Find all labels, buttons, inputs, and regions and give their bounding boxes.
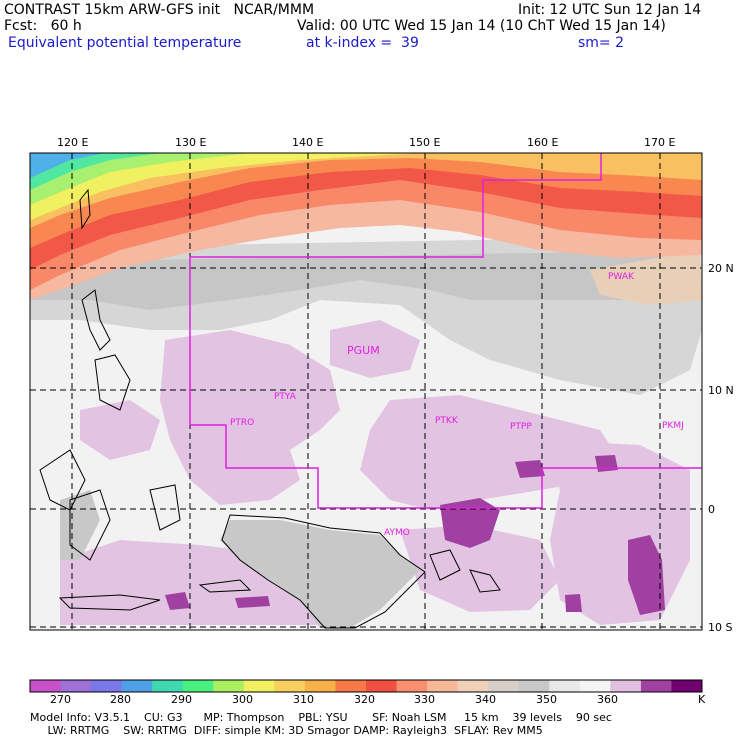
forecast-hour: Fcst: 60 h [4,18,82,34]
colorbar-swatch [60,680,92,692]
lat-label-0: 0 [708,503,715,516]
colorbar-label: 330 [414,693,435,706]
colorbar-label: 300 [232,693,253,706]
colorbar [29,679,703,693]
colorbar-label: 320 [354,693,375,706]
colorbar-swatch [396,680,428,692]
colorbar-swatch [182,680,214,692]
lon-label-150: 150 E [409,136,441,149]
colorbar-label: 340 [475,693,496,706]
station-label: AYMO [384,528,410,538]
smoothing-label: sm= 2 [578,35,625,51]
colorbar-swatch [610,680,642,692]
station-label: PGUM [347,344,380,357]
colorbar-swatch [366,680,398,692]
colorbar-swatch [304,680,336,692]
field-name: Equivalent potential temperature [8,35,242,51]
colorbar-swatch [274,680,306,692]
lon-label-120: 120 E [57,136,89,149]
colorbar-unit: K [698,693,706,706]
colorbar-swatch [488,680,520,692]
colorbar-swatch [30,680,62,692]
init-time: Init: 12 UTC Sun 12 Jan 14 [518,2,702,18]
model-info-line-2: LW: RRTMG SW: RRTMG DIFF: simple KM: 3D … [30,724,543,737]
colorbar-swatch [152,680,184,692]
lat-label-10n: 10 N [708,384,734,397]
colorbar-swatch [243,680,275,692]
colorbar-swatch [91,680,123,692]
lon-label-160: 160 E [527,136,559,149]
colorbar-label: 270 [50,693,71,706]
valid-time: Valid: 00 UTC Wed 15 Jan 14 (10 ChT Wed … [297,18,666,34]
colorbar-label: 280 [110,693,131,706]
station-label: PTYA [274,392,296,402]
lon-label-170: 170 E [644,136,676,149]
colorbar-swatch [213,680,245,692]
colorbar-border [29,679,703,693]
colorbar-swatch [549,680,581,692]
colorbar-swatch [427,680,459,692]
lat-label-20n: 20 N [708,262,734,275]
colorbar-swatch [121,680,153,692]
colorbar-swatch [518,680,550,692]
station-label: PTRO [230,418,255,428]
station-label: PTKK [435,416,458,426]
colorbar-swatch [579,680,611,692]
colorbar-label: 350 [536,693,557,706]
colorbar-label: 290 [171,693,192,706]
station-label: PTPP [510,422,532,432]
colorbar-swatch [335,680,367,692]
level-label: at k-index = 39 [306,35,419,51]
title: CONTRAST 15km ARW-GFS init NCAR/MMM [4,2,315,18]
lon-label-130: 130 E [175,136,207,149]
colorbar-swatch [457,680,489,692]
station-label: PWAK [608,272,634,282]
colorbar-swatch [671,680,703,692]
station-label: PKMJ [662,421,684,431]
lon-label-140: 140 E [292,136,324,149]
lat-label-10s: 10 S [708,621,733,634]
colorbar-swatch [640,680,672,692]
model-info-line-1: Model Info: V3.5.1 CU: G3 MP: Thompson P… [30,711,612,724]
colorbar-label: 310 [293,693,314,706]
colorbar-label: 360 [597,693,618,706]
